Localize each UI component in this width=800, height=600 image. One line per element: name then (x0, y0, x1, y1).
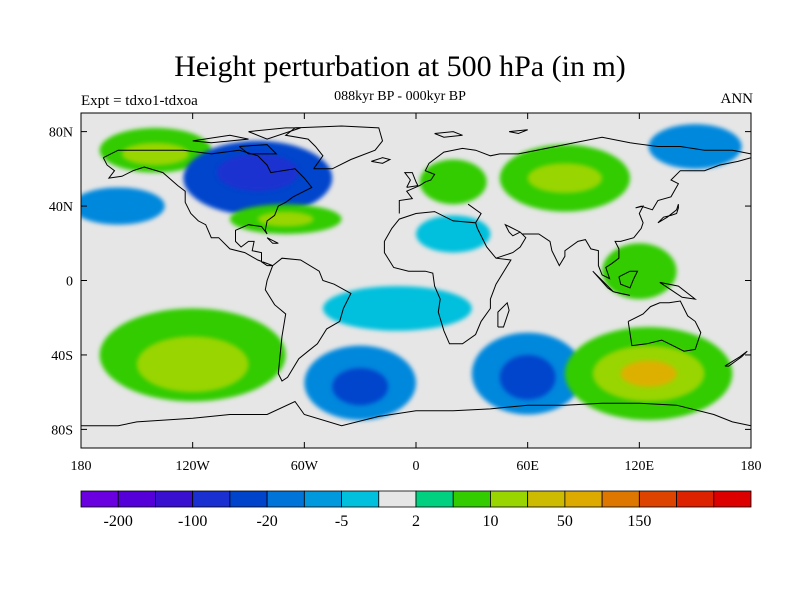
x-tick-label: 60W (291, 459, 319, 474)
colorbar-label: -20 (256, 513, 277, 530)
coastline (383, 203, 512, 345)
anomaly-region (216, 153, 299, 192)
coastline (724, 350, 748, 367)
anomaly-region (499, 354, 556, 400)
anomaly-region (527, 163, 603, 194)
coastlines (81, 125, 751, 427)
anomaly-region (136, 336, 249, 393)
colorbar-swatch (192, 490, 231, 508)
anomaly-region (81, 187, 165, 225)
coastline (266, 237, 279, 244)
x-tick-label: 180 (741, 459, 762, 474)
x-tick-label: 0 (413, 459, 420, 474)
colorbar-swatch (117, 490, 156, 508)
colorbar-label: 10 (482, 513, 498, 530)
colorbar-swatch (676, 490, 715, 508)
colorbar-swatch (638, 490, 677, 508)
coastline (508, 129, 528, 135)
x-tick-label: 120W (176, 459, 211, 474)
anomaly-region (322, 286, 472, 331)
y-tick-label: 40S (51, 349, 73, 364)
coastline (403, 172, 419, 188)
coastline (398, 136, 751, 214)
coastline (264, 257, 352, 382)
coastline (102, 149, 313, 267)
colorbar-label: 2 (412, 513, 420, 530)
coastline (522, 157, 751, 280)
map-title: Height perturbation at 500 hPa (in m) (174, 50, 626, 83)
colorbar-swatch (564, 490, 603, 508)
y-tick-label: 80N (49, 126, 73, 141)
x-tick-label: 60E (516, 459, 539, 474)
colorbar-swatch (601, 490, 640, 508)
colorbar-swatch (713, 490, 752, 508)
colorbar-label: -100 (178, 513, 207, 530)
map-subtitle: 088kyr BP - 000kyr BP (334, 89, 466, 104)
colorbar-swatch (490, 490, 529, 508)
anomaly-region (602, 243, 677, 300)
anomaly-region (416, 215, 491, 253)
anomaly-region (620, 360, 677, 387)
colorbar-swatch (527, 490, 566, 508)
coastline (495, 223, 527, 259)
coastline (618, 270, 639, 289)
colorbar-swatch (80, 490, 119, 508)
y-tick-label: 80S (51, 423, 73, 438)
y-tick-label: 40N (49, 200, 73, 215)
coastline (627, 300, 702, 352)
colorbar-swatch (415, 490, 454, 508)
coastline (371, 157, 392, 164)
colorbar-swatch (452, 490, 491, 508)
coastline (659, 281, 697, 300)
colorbar-swatch (229, 490, 268, 508)
colorbar: -200 -100 -20 -5 2 10 50 150 (80, 490, 752, 530)
x-tick-label: 180 (71, 459, 92, 474)
colorbar-swatch (266, 490, 305, 508)
anomaly-region (419, 159, 487, 205)
experiment-label: Expt = tdxo1-tdxoa (81, 93, 198, 109)
coastline (284, 125, 384, 170)
anomaly-region (332, 367, 389, 406)
coastline (238, 144, 278, 155)
x-tick-label: 120E (625, 459, 655, 474)
colorbar-label: 50 (557, 513, 573, 530)
anomaly-region (257, 211, 314, 227)
colorbar-label: -5 (335, 513, 348, 530)
colorbar-swatch (378, 490, 417, 508)
colorbar-label: -200 (104, 513, 133, 530)
coastline (497, 301, 510, 328)
season-label: ANN (720, 91, 754, 107)
coastline (613, 291, 631, 296)
coastline (192, 134, 249, 144)
y-tick-label: 0 (66, 275, 73, 290)
coastline (248, 127, 301, 140)
colorbar-swatch (155, 490, 194, 508)
colorbar-swatch (303, 490, 342, 508)
colorbar-label: 150 (627, 513, 651, 530)
coastline (81, 400, 751, 427)
coastline (434, 131, 463, 138)
coastline (657, 204, 679, 224)
axis-ticks: 180 120W 60W 0 60E 120E 180 80N 40N 0 40S 80S (49, 113, 762, 474)
anomaly-region (121, 142, 189, 166)
anomaly-region (648, 124, 742, 169)
colorbar-swatch (341, 490, 380, 508)
